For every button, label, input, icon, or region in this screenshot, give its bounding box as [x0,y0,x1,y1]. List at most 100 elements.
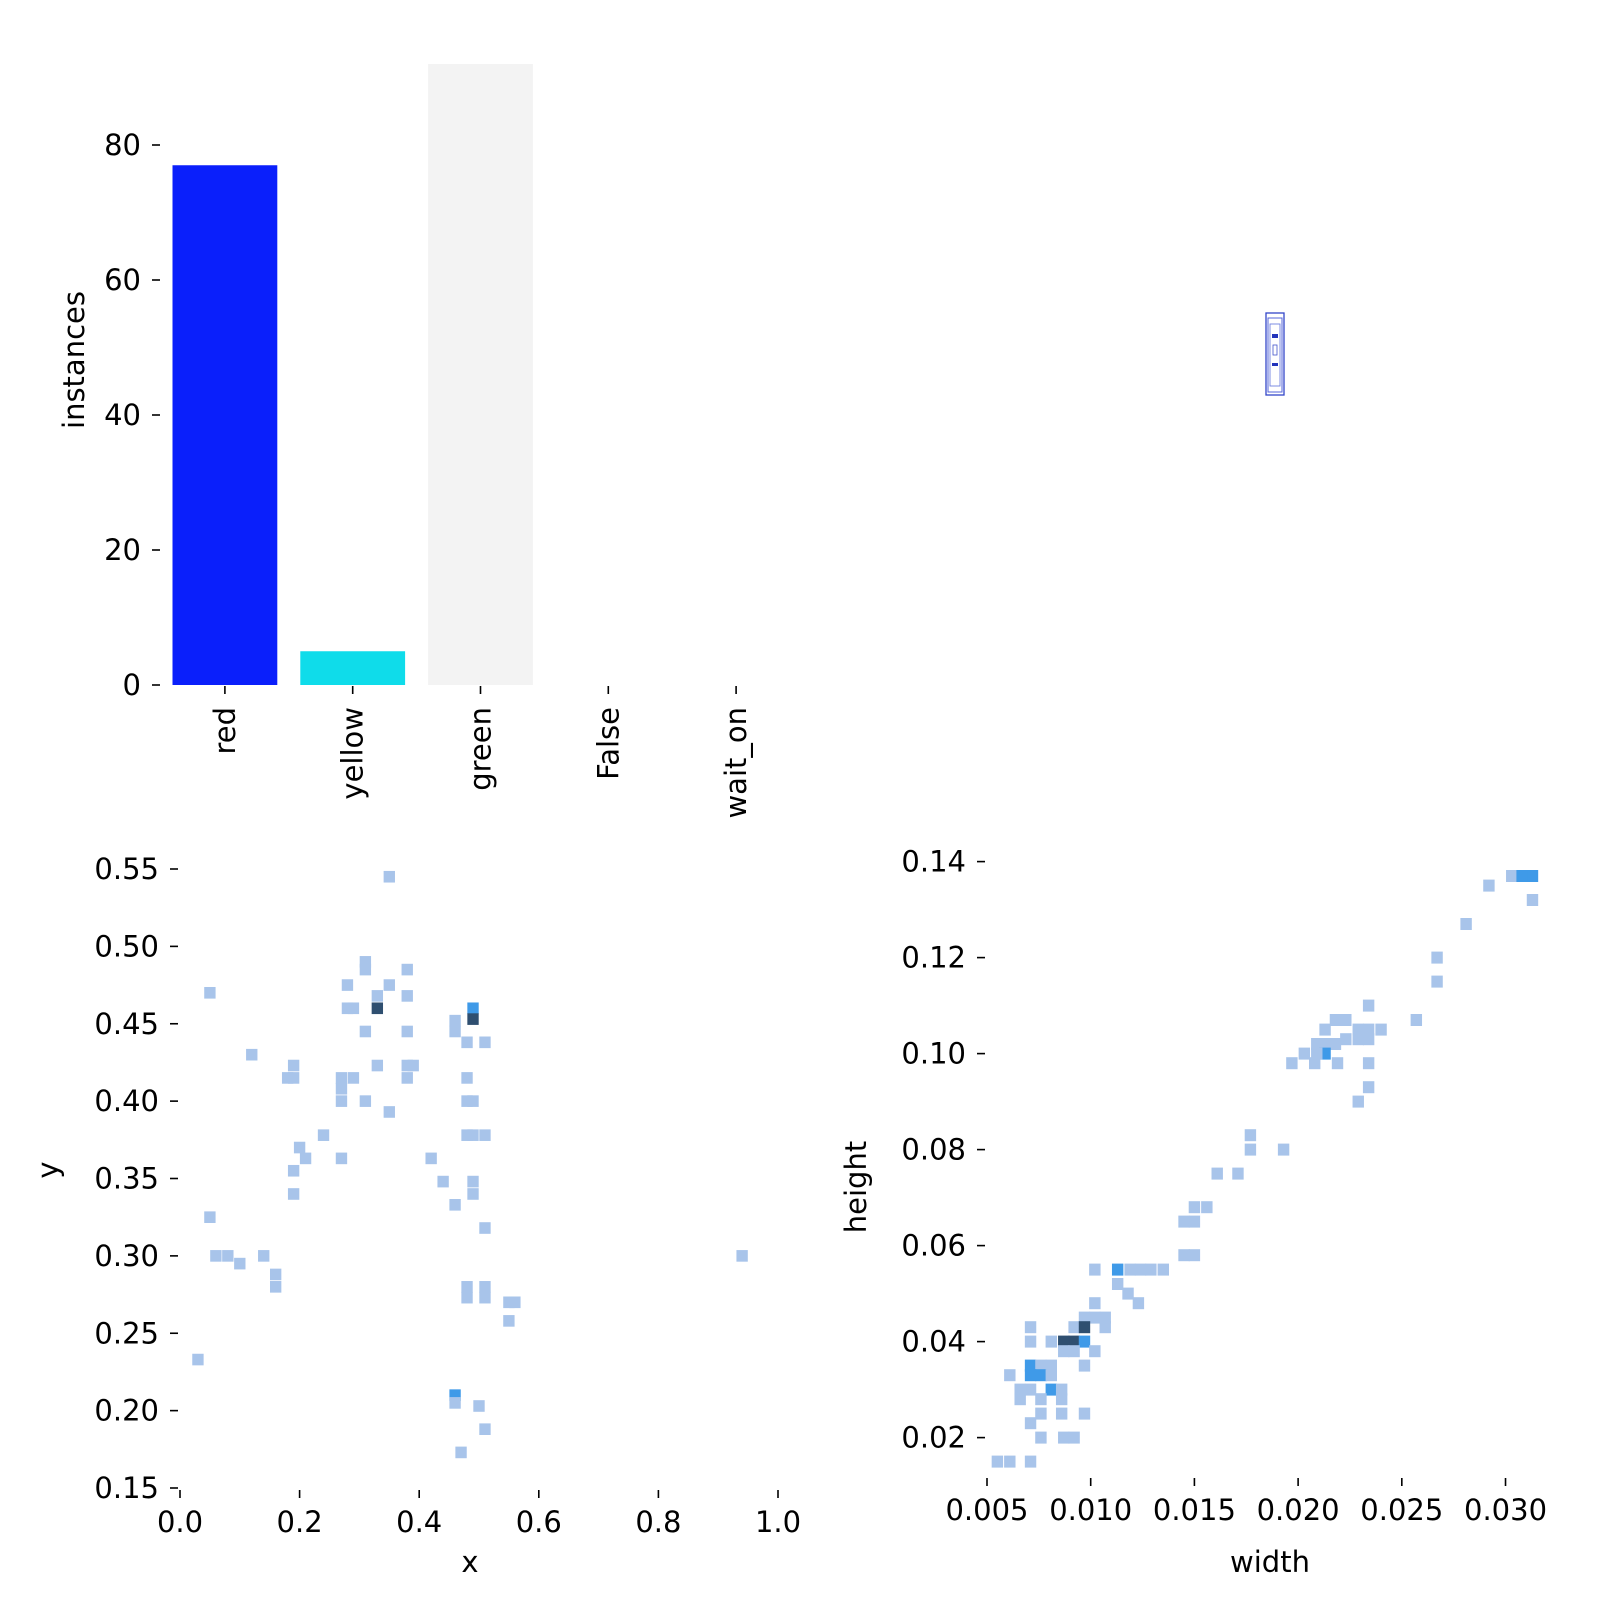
heatmap-cell [1311,1038,1323,1050]
heatmap-cell [1362,999,1375,1012]
heatmap-cell [503,1315,515,1327]
heatmap-cell [287,1059,300,1072]
heatmap-cell [269,1281,282,1293]
heatmap-cell [293,1141,306,1154]
heatmap-cell [1035,1359,1047,1372]
x-tick-label: 0.010 [1049,1493,1132,1527]
heatmap-cell [234,1257,246,1270]
heatmap-cell [204,1211,216,1223]
heatmap-cell [455,1446,467,1459]
bar-y-tick-label: 0 [123,668,141,702]
xy-y-ticks: 0.15 0.20 0.25 0.30 0.35 0.40 0.45 0.50 0.55 [94,852,178,1505]
y-tick-label: 0.08 [901,1133,966,1167]
y-tick-label: 0.14 [901,845,966,879]
heatmap-cell [359,956,372,968]
x-tick-label: 0.015 [1153,1493,1236,1527]
y-tick-label: 0.50 [94,929,159,963]
bar-y-tick-label: 60 [104,263,141,297]
x-tick-label: 0.005 [945,1493,1028,1527]
heatmap-cell [503,1296,515,1309]
heatmap-cell [437,1175,449,1188]
heatmap-cell [736,1250,748,1262]
heatmap-cell [1035,1393,1047,1406]
heatmap-cell [1526,870,1539,882]
heatmap-cell [1024,1335,1037,1348]
heatmap-cell [204,986,216,999]
heatmap-cell [1078,1359,1091,1372]
heatmap-cell [449,1199,461,1211]
heatmap-cell [341,1002,354,1015]
heatmap-cell [1329,1014,1342,1026]
heatmap-cell [1352,1033,1364,1046]
heatmap-cell [1188,1215,1201,1228]
heatmap-cell [1526,894,1539,906]
y-tick-label: 0.35 [94,1162,159,1196]
heatmap-cell [1078,1311,1091,1324]
heatmap-cell [425,1152,437,1165]
heatmap-cell [317,1129,330,1141]
heatmap-cell [1516,870,1528,882]
heatmap-cell [467,1188,479,1200]
heatmap-cell [359,1025,372,1038]
heatmap-cell [1089,1263,1101,1276]
bar-y-ticks: 0 20 40 60 80 [104,128,160,702]
heatmap-cell [1145,1263,1157,1276]
heatmap-cell [1232,1167,1244,1180]
heatmap-cell [1319,1023,1331,1036]
heatmap-cell [1211,1167,1223,1180]
heatmap-cell [1244,1143,1257,1156]
heatmap-cell [1014,1383,1026,1396]
y-tick-label: 0.12 [901,941,966,975]
heatmap-cell [287,1188,300,1200]
bar-green [428,64,533,685]
heatmap-cell [1045,1383,1057,1396]
xy-heatmap-cells [192,870,748,1459]
heatmap-cell [192,1353,204,1366]
heatmap-cell [1362,1023,1375,1036]
bar-y-tick-label: 40 [104,398,141,432]
heatmap-cell [1068,1345,1080,1358]
heatmap-cell [461,1072,473,1084]
heatmap-cell [479,1281,491,1293]
bar-marks [172,64,533,685]
class-instances-bar-chart: 0 20 40 60 80 red yellow green False wait_on ins… [57,64,753,819]
heatmap-cell [449,1397,461,1409]
heatmap-cell [1431,975,1443,988]
x-tick-label: 0.4 [396,1505,442,1539]
heatmap-cell [1024,1383,1037,1396]
heatmap-cell [1045,1335,1057,1348]
heatmap-cell [341,979,354,991]
bar-x-tick-label: green [464,707,498,791]
wh-heatmap-cells [991,870,1539,1468]
heatmap-cell [1329,1038,1342,1050]
heatmap-cell [1004,1455,1016,1468]
heatmap-cell [1340,1014,1352,1026]
heatmap-cell [371,990,384,1002]
bar-x-tick-label: yellow [336,707,370,800]
heatmap-cell [299,1152,312,1165]
heatmap-cell [281,1072,294,1084]
heatmap-cell [359,963,372,976]
heatmap-cell [401,1059,413,1072]
heatmap-cell [401,1025,413,1038]
heatmap-cell [1157,1263,1169,1276]
bar-y-tick-label: 80 [104,128,141,162]
heatmap-cell [1352,1023,1364,1036]
heatmap-cell [383,870,395,883]
heatmap-cell [246,1048,258,1061]
bar-y-axis-label: instances [57,291,91,429]
y-tick-label: 0.40 [94,1084,159,1118]
wh-y-ticks: 0.02 0.04 0.06 0.08 0.10 0.12 0.14 [901,845,985,1455]
heatmap-cell [269,1268,282,1281]
heatmap-cell [1362,1057,1375,1070]
heatmap-cell [347,1072,360,1084]
bar-red [172,165,278,685]
heatmap-cell [1089,1311,1101,1324]
y-tick-label: 0.55 [94,852,159,886]
heatmap-cell [1024,1369,1037,1382]
bar-x-tick-label: red [208,707,242,755]
heatmap-cell [467,1013,479,1025]
bar-x-tick-label: False [591,707,625,780]
y-tick-label: 0.10 [901,1037,966,1071]
heatmap-cell [1132,1297,1145,1310]
